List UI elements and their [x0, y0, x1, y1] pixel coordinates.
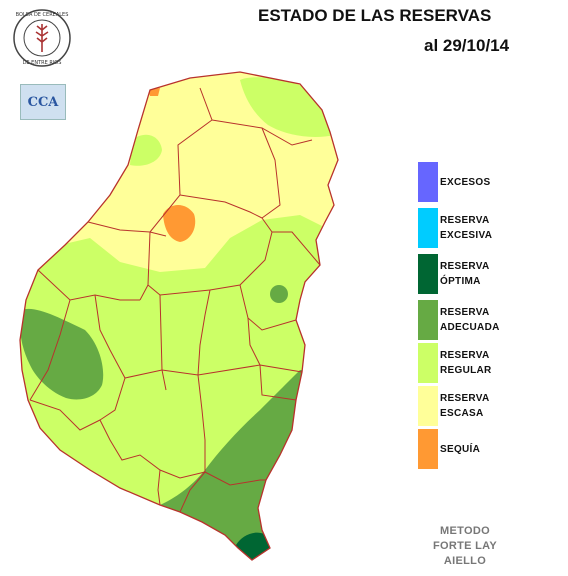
legend-label: EXCESOS [440, 176, 491, 188]
legend-label: RESERVA ESCASA [440, 393, 490, 419]
department-borders [19, 71, 339, 561]
legend-swatch [418, 429, 438, 469]
legend-swatch [418, 386, 438, 426]
legend-swatch [418, 208, 438, 248]
legend-swatch [418, 300, 438, 340]
legend-label: RESERVA EXCESIVA [440, 215, 493, 241]
zone-regular-north-west [130, 134, 162, 166]
svg-text:BOLSA DE CEREALES: BOLSA DE CEREALES [16, 12, 69, 18]
cca-logo-text: CCA [27, 94, 59, 110]
zone-adecuada-west [20, 308, 104, 400]
bolsa-cereales-logo: BOLSA DE CEREALES DE ENTRE RIOS [13, 9, 71, 67]
cca-logo: CCA [20, 84, 66, 120]
zone-sequia-center [163, 205, 196, 242]
reserve-zones [20, 72, 338, 560]
svg-text:DE ENTRE RIOS: DE ENTRE RIOS [23, 60, 62, 66]
date-label: al 29/10/14 [424, 36, 510, 55]
zone-adecuada-spot [270, 285, 288, 303]
legend-label: RESERVA ÓPTIMA [440, 261, 490, 287]
legend-label: RESERVA REGULAR [440, 350, 492, 376]
legend-swatch [418, 162, 438, 202]
legend-label: RESERVA ADECUADA [440, 307, 500, 333]
page-title: ESTADO DE LAS RESERVAS [258, 6, 492, 25]
legend-swatch [418, 254, 438, 294]
method-note: METODO FORTE LAY AIELLO [432, 525, 498, 567]
legend-swatch [418, 343, 438, 383]
legend-label: SEQUÍA [440, 443, 481, 455]
